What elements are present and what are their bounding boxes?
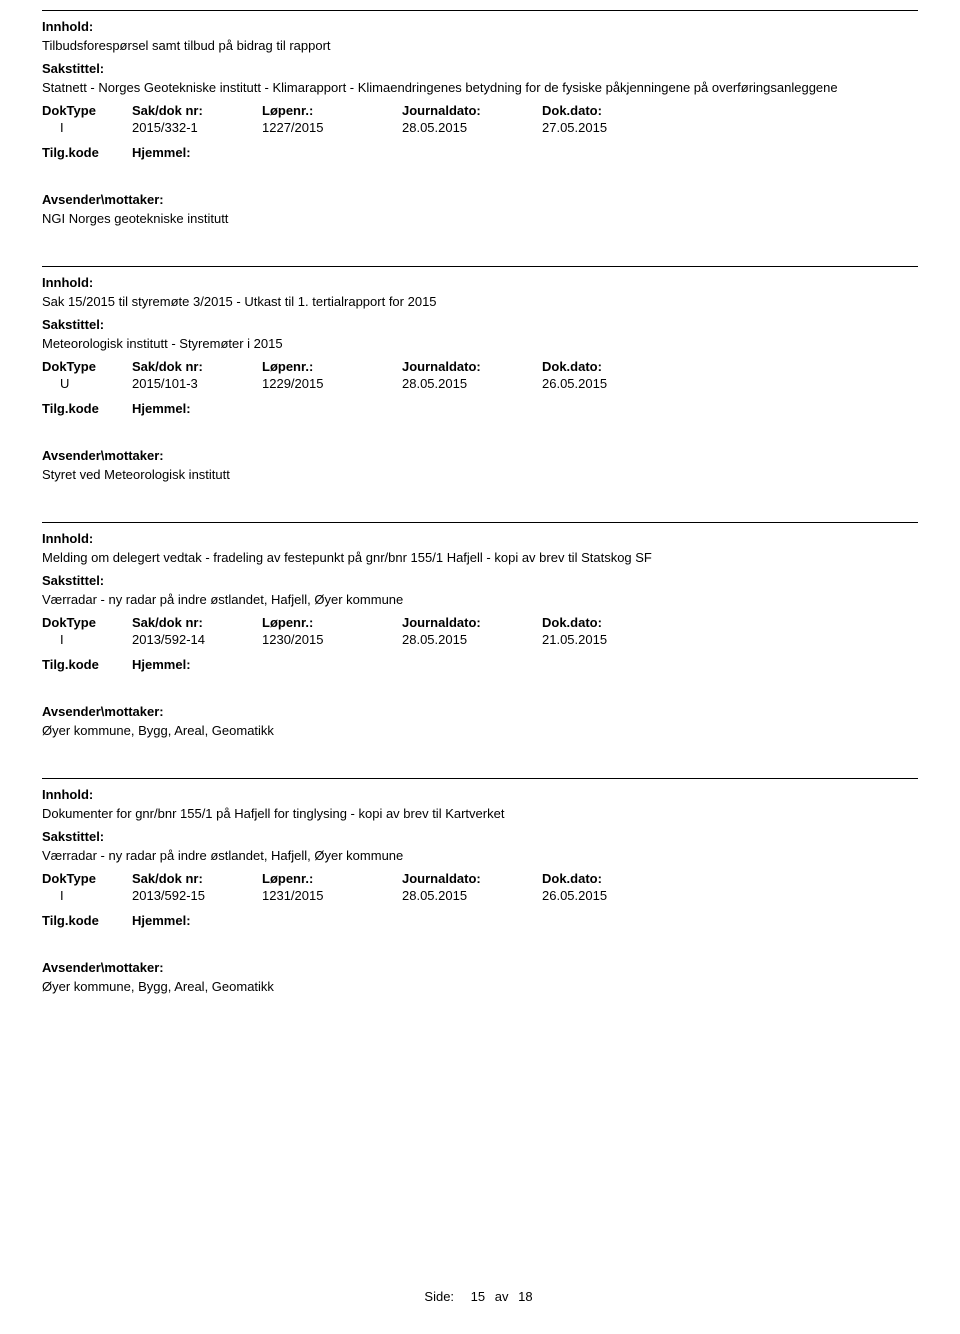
- column-headers: DokType Sak/dok nr: Løpenr.: Journaldato…: [42, 615, 918, 630]
- lopenr-header: Løpenr.:: [262, 103, 402, 118]
- innhold-label: Innhold:: [42, 275, 918, 290]
- tilgkode-row: Tilg.kode Hjemmel:: [42, 401, 918, 416]
- column-headers: DokType Sak/dok nr: Løpenr.: Journaldato…: [42, 103, 918, 118]
- top-rule: [42, 10, 918, 11]
- sakdok-header: Sak/dok nr:: [132, 103, 262, 118]
- journaldato-value: 28.05.2015: [402, 120, 542, 135]
- page-footer: Side: 15 av 18: [0, 1289, 960, 1304]
- journaldato-header: Journaldato:: [402, 103, 542, 118]
- hjemmel-label: Hjemmel:: [132, 913, 262, 928]
- lopenr-value: 1227/2015: [262, 120, 402, 135]
- tilgkode-label: Tilg.kode: [42, 913, 132, 928]
- innhold-label: Innhold:: [42, 19, 918, 34]
- lopenr-header: Løpenr.:: [262, 871, 402, 886]
- doktype-value: I: [42, 120, 132, 135]
- sakstittel-label: Sakstittel:: [42, 829, 918, 844]
- avsender-label: Avsender\mottaker:: [42, 192, 918, 207]
- doktype-header: DokType: [42, 359, 132, 374]
- separator-rule: [42, 522, 918, 523]
- doktype-header: DokType: [42, 615, 132, 630]
- tilgkode-row: Tilg.kode Hjemmel:: [42, 657, 918, 672]
- journaldato-header: Journaldato:: [402, 359, 542, 374]
- tilgkode-row: Tilg.kode Hjemmel:: [42, 913, 918, 928]
- avsender-label: Avsender\mottaker:: [42, 448, 918, 463]
- journaldato-value: 28.05.2015: [402, 632, 542, 647]
- doktype-value: I: [42, 632, 132, 647]
- page-number: 15: [471, 1289, 485, 1304]
- lopenr-header: Løpenr.:: [262, 615, 402, 630]
- document-page: Innhold: Tilbudsforespørsel samt tilbud …: [0, 0, 960, 1334]
- doktype-header: DokType: [42, 871, 132, 886]
- doktype-header: DokType: [42, 103, 132, 118]
- column-values: I 2013/592-15 1231/2015 28.05.2015 26.05…: [42, 888, 918, 903]
- dokdato-header: Dok.dato:: [542, 615, 682, 630]
- tilgkode-row: Tilg.kode Hjemmel:: [42, 145, 918, 160]
- lopenr-header: Løpenr.:: [262, 359, 402, 374]
- sakstittel-value: Værradar - ny radar på indre østlandet, …: [42, 848, 918, 863]
- sakdok-value: 2013/592-14: [132, 632, 262, 647]
- tilgkode-label: Tilg.kode: [42, 401, 132, 416]
- sakdok-header: Sak/dok nr:: [132, 615, 262, 630]
- avsender-label: Avsender\mottaker:: [42, 960, 918, 975]
- journaldato-header: Journaldato:: [402, 615, 542, 630]
- sakstittel-value: Værradar - ny radar på indre østlandet, …: [42, 592, 918, 607]
- dokdato-header: Dok.dato:: [542, 103, 682, 118]
- innhold-value: Sak 15/2015 til styremøte 3/2015 - Utkas…: [42, 294, 918, 309]
- sakdok-header: Sak/dok nr:: [132, 871, 262, 886]
- innhold-label: Innhold:: [42, 787, 918, 802]
- dokdato-header: Dok.dato:: [542, 871, 682, 886]
- sakdok-value: 2015/101-3: [132, 376, 262, 391]
- avsender-value: Styret ved Meteorologisk institutt: [42, 467, 918, 482]
- sakstittel-value: Statnett - Norges Geotekniske institutt …: [42, 80, 918, 95]
- side-label: Side:: [424, 1289, 454, 1304]
- sakdok-header: Sak/dok nr:: [132, 359, 262, 374]
- hjemmel-label: Hjemmel:: [132, 145, 262, 160]
- doktype-value: I: [42, 888, 132, 903]
- sakdok-value: 2013/592-15: [132, 888, 262, 903]
- journaldato-value: 28.05.2015: [402, 376, 542, 391]
- column-headers: DokType Sak/dok nr: Løpenr.: Journaldato…: [42, 359, 918, 374]
- lopenr-value: 1230/2015: [262, 632, 402, 647]
- dokdato-value: 26.05.2015: [542, 376, 682, 391]
- hjemmel-label: Hjemmel:: [132, 401, 262, 416]
- separator-rule: [42, 266, 918, 267]
- innhold-value: Dokumenter for gnr/bnr 155/1 på Hafjell …: [42, 806, 918, 821]
- sakdok-value: 2015/332-1: [132, 120, 262, 135]
- tilgkode-label: Tilg.kode: [42, 145, 132, 160]
- innhold-value: Melding om delegert vedtak - fradeling a…: [42, 550, 918, 565]
- sakstittel-value: Meteorologisk institutt - Styremøter i 2…: [42, 336, 918, 351]
- doktype-value: U: [42, 376, 132, 391]
- lopenr-value: 1231/2015: [262, 888, 402, 903]
- dokdato-value: 26.05.2015: [542, 888, 682, 903]
- avsender-value: NGI Norges geotekniske institutt: [42, 211, 918, 226]
- journaldato-value: 28.05.2015: [402, 888, 542, 903]
- separator-rule: [42, 778, 918, 779]
- innhold-label: Innhold:: [42, 531, 918, 546]
- hjemmel-label: Hjemmel:: [132, 657, 262, 672]
- dokdato-value: 27.05.2015: [542, 120, 682, 135]
- lopenr-value: 1229/2015: [262, 376, 402, 391]
- sakstittel-label: Sakstittel:: [42, 61, 918, 76]
- avsender-value: Øyer kommune, Bygg, Areal, Geomatikk: [42, 723, 918, 738]
- av-label: av: [495, 1289, 509, 1304]
- sakstittel-label: Sakstittel:: [42, 573, 918, 588]
- sakstittel-label: Sakstittel:: [42, 317, 918, 332]
- column-values: U 2015/101-3 1229/2015 28.05.2015 26.05.…: [42, 376, 918, 391]
- dokdato-value: 21.05.2015: [542, 632, 682, 647]
- column-values: I 2015/332-1 1227/2015 28.05.2015 27.05.…: [42, 120, 918, 135]
- innhold-value: Tilbudsforespørsel samt tilbud på bidrag…: [42, 38, 918, 53]
- avsender-value: Øyer kommune, Bygg, Areal, Geomatikk: [42, 979, 918, 994]
- column-headers: DokType Sak/dok nr: Løpenr.: Journaldato…: [42, 871, 918, 886]
- journaldato-header: Journaldato:: [402, 871, 542, 886]
- dokdato-header: Dok.dato:: [542, 359, 682, 374]
- column-values: I 2013/592-14 1230/2015 28.05.2015 21.05…: [42, 632, 918, 647]
- tilgkode-label: Tilg.kode: [42, 657, 132, 672]
- avsender-label: Avsender\mottaker:: [42, 704, 918, 719]
- total-pages: 18: [518, 1289, 532, 1304]
